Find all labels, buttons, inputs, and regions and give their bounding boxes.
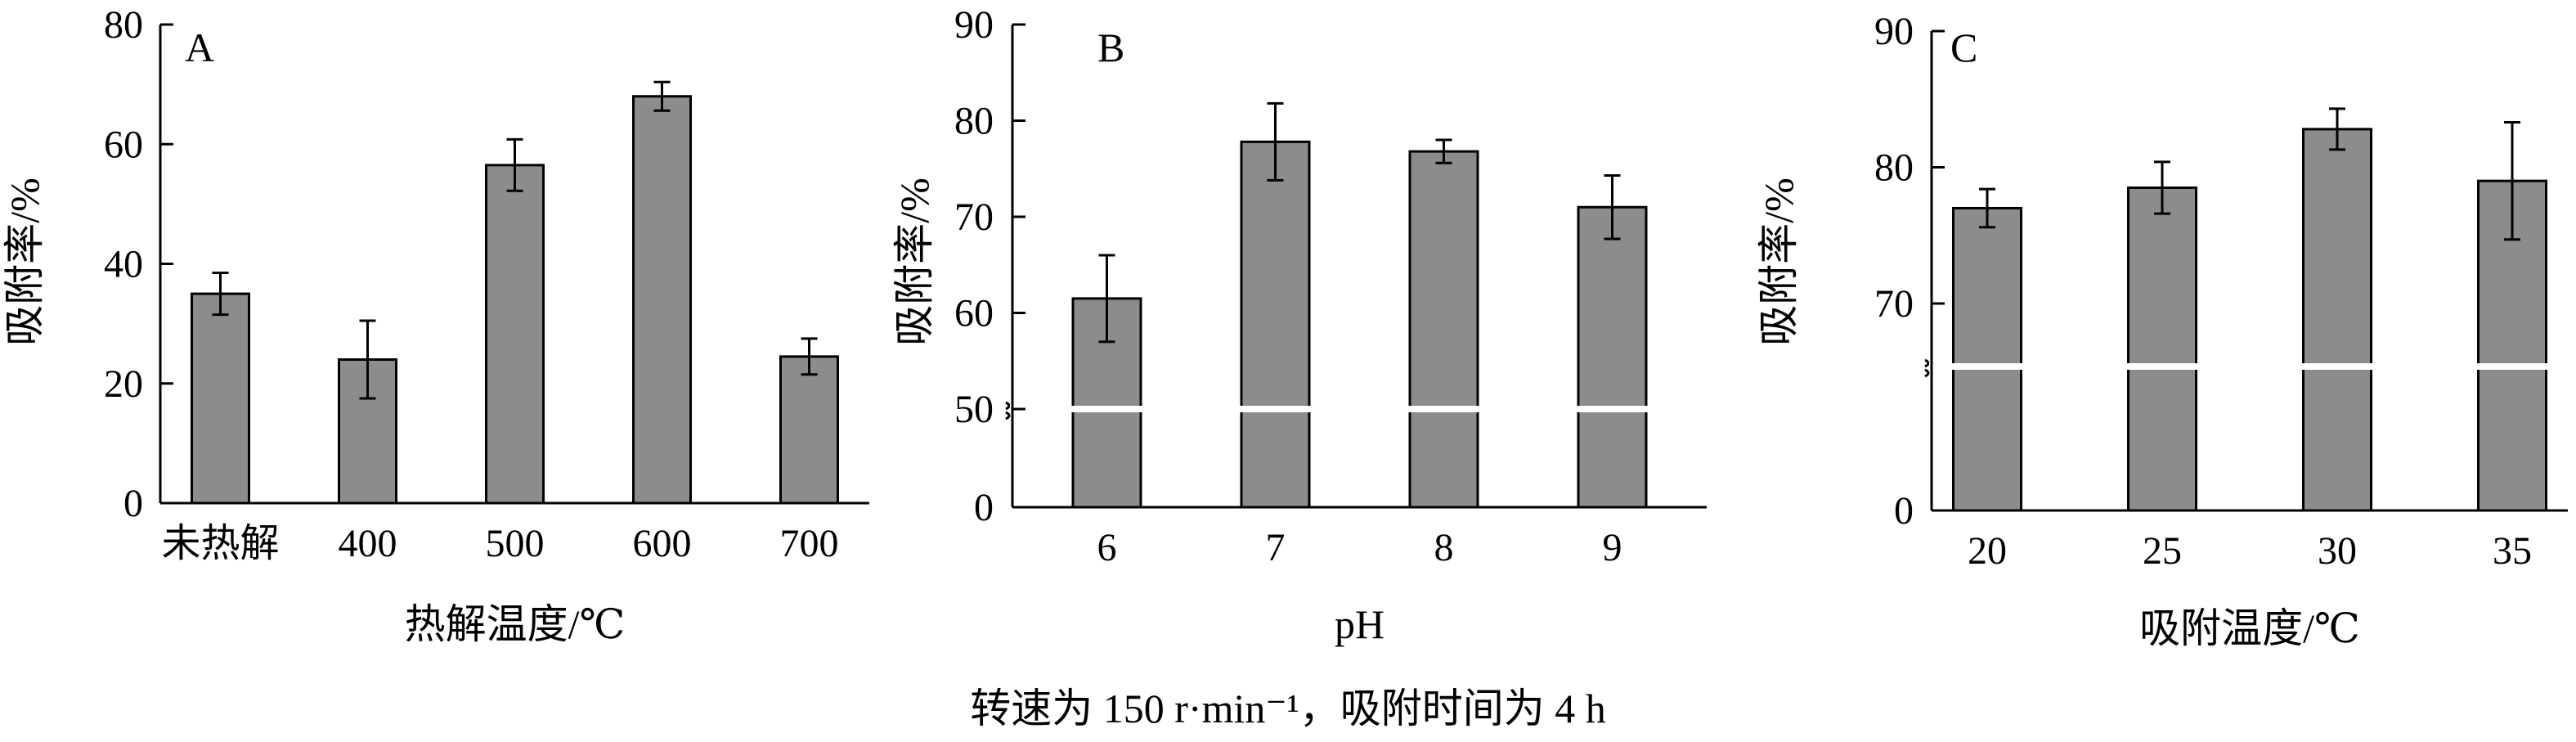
bar: [1408, 150, 1479, 509]
y-axis-title: 吸附率/%: [2, 178, 47, 346]
x-axis-title: 吸附温度/℃: [2139, 605, 2360, 651]
x-tick-label: 700: [780, 522, 839, 565]
y-tick-label: 40: [104, 243, 143, 286]
bar: [485, 164, 545, 505]
bar: [191, 292, 250, 505]
x-tick-label: 600: [633, 522, 692, 565]
y-tick-label: 60: [104, 123, 143, 166]
x-tick-label: 未热解: [161, 522, 279, 565]
y-tick-label: 0: [1894, 489, 1914, 533]
bar: [779, 355, 839, 505]
figure-caption: 转速为 150 r·min⁻¹，吸附时间为 4 h: [970, 686, 1606, 731]
panel-a: 未热解 400 500 600 700 0 20 40 60 80 A 热解温度/℃ 吸附率/%: [2, 3, 869, 647]
bar: [1577, 205, 1648, 509]
x-axis-title: pH: [1335, 601, 1384, 647]
x-tick-label: 9: [1603, 526, 1622, 569]
axis-break-gap: [1014, 406, 1708, 412]
y-tick-label: 90: [1874, 10, 1914, 53]
x-tick-label: 400: [339, 522, 397, 565]
bar: [2302, 128, 2372, 512]
y-tick-label: 70: [954, 196, 994, 239]
y-tick-label: 70: [1874, 282, 1914, 326]
bar: [632, 95, 692, 505]
panel-label: A: [185, 25, 214, 70]
panel-c: 20 25 30 35 0 70 80 90 C 吸附温度/℃ 吸附率/%: [1756, 10, 2569, 651]
y-tick-label: 0: [974, 486, 994, 529]
bar: [2127, 186, 2197, 512]
y-tick-label: 60: [954, 292, 994, 335]
x-tick-label: 35: [2493, 529, 2532, 573]
bar: [1952, 206, 2022, 512]
y-tick-label: 80: [104, 3, 143, 47]
x-tick-label: 25: [2143, 529, 2182, 573]
x-tick-label: 7: [1266, 526, 1286, 569]
axis-break-mark: [1005, 411, 1011, 420]
y-tick-label: 50: [954, 388, 994, 431]
y-tick-label: 0: [123, 482, 143, 525]
y-tick-label: 20: [104, 362, 143, 406]
y-tick-label: 80: [954, 100, 994, 143]
y-axis-title: 吸附率/%: [891, 178, 937, 346]
x-tick-label: 20: [1968, 529, 2007, 573]
x-tick-label: 30: [2318, 529, 2357, 573]
x-axis-title: 热解温度/℃: [405, 601, 626, 647]
x-tick-label: 500: [486, 522, 545, 565]
panel-label: C: [1950, 25, 1977, 70]
bar: [1240, 140, 1311, 509]
axis-break-mark: [1924, 358, 1930, 368]
axis-break-mark: [1005, 401, 1011, 411]
x-tick-label: 6: [1097, 526, 1117, 569]
y-axis-title: 吸附率/%: [1756, 178, 1802, 346]
y-tick-label: 80: [1874, 146, 1914, 190]
x-tick-label: 8: [1434, 526, 1454, 569]
axis-break-gap: [1933, 363, 2569, 370]
y-tick-label: 90: [954, 3, 994, 47]
panel-label: B: [1097, 25, 1124, 70]
axis-break-mark: [1924, 368, 1930, 378]
